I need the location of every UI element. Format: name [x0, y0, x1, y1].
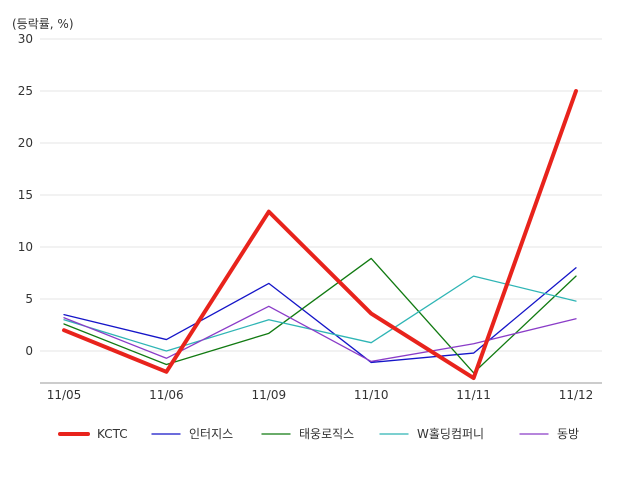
x-axis: 11/05 11/06 11/09 11/10 11/11 11/12 [47, 388, 594, 402]
y-tick-label: 20 [18, 136, 33, 150]
series-line-태웅로직스 [63, 257, 577, 374]
x-tick-label: 11/10 [354, 388, 389, 402]
x-tick-label: 11/09 [252, 388, 287, 402]
series-line-W홀딩컴퍼니 [63, 275, 577, 352]
legend-label: 인터지스 [189, 427, 233, 441]
series-line-동방 [63, 305, 577, 363]
legend: KCTC 인터지스 태웅로직스 W홀딩컴퍼니 동방 [58, 427, 579, 441]
x-tick-label: 11/11 [456, 388, 491, 402]
y-axis: 0 5 10 15 20 25 30 [18, 32, 33, 358]
y-tick-label: 5 [25, 292, 33, 306]
legend-label: W홀딩컴퍼니 [417, 427, 484, 441]
y-tick-label: 0 [25, 344, 33, 358]
legend-item: 태웅로직스 [261, 427, 354, 441]
series-line-KCTC [62, 89, 578, 381]
y-tick-label: 25 [18, 84, 33, 98]
y-unit-label: (등락률, %) [12, 17, 74, 31]
grid-lines [40, 38, 602, 352]
legend-item: 동방 [519, 427, 579, 441]
y-tick-label: 10 [18, 240, 33, 254]
legend-label: 태웅로직스 [299, 427, 354, 441]
legend-item: KCTC [58, 427, 128, 441]
legend-label: 동방 [557, 427, 579, 441]
x-tick-label: 11/05 [47, 388, 82, 402]
legend-label: KCTC [97, 427, 128, 441]
y-tick-label: 30 [18, 32, 33, 46]
series-line-인터지스 [63, 267, 577, 364]
x-tick-label: 11/06 [149, 388, 184, 402]
legend-item: 인터지스 [151, 427, 233, 441]
legend-item: W홀딩컴퍼니 [379, 427, 484, 441]
series-lines [62, 89, 578, 381]
y-tick-label: 15 [18, 188, 33, 202]
x-tick-label: 11/12 [559, 388, 594, 402]
